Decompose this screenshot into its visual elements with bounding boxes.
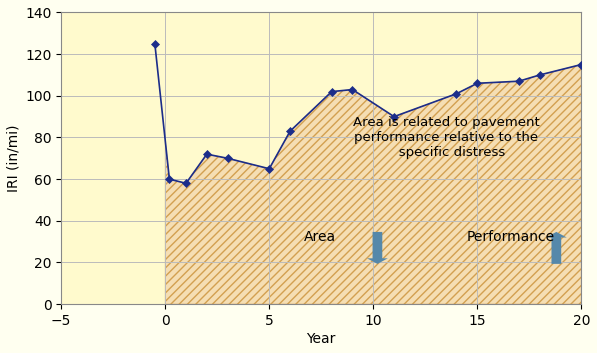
Y-axis label: IRI (in/mi): IRI (in/mi) (7, 125, 21, 192)
Text: Area: Area (304, 231, 336, 245)
Text: Performance: Performance (467, 231, 555, 245)
Text: Area is related to pavement
performance relative to the
   specific distress: Area is related to pavement performance … (353, 116, 540, 159)
Polygon shape (165, 65, 581, 304)
X-axis label: Year: Year (307, 332, 336, 346)
